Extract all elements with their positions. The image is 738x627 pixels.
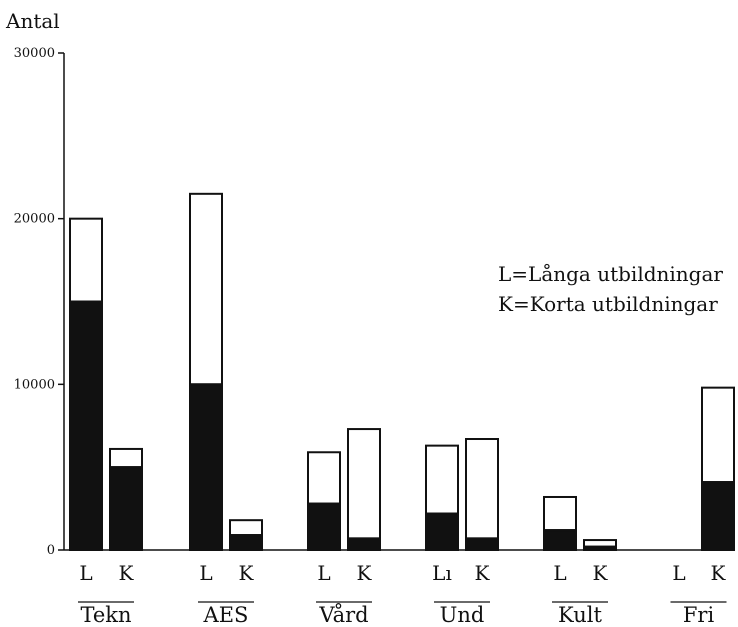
- bars-group: [69, 192, 735, 552]
- bar-vård-k-light-segment: [347, 428, 381, 540]
- group-label-vård: Vård: [318, 603, 368, 627]
- group-label-kult: Kult: [558, 603, 602, 627]
- bar-tekn-l-dark-segment: [69, 300, 103, 551]
- bar-vård-l-dark-segment: [307, 502, 341, 552]
- group-label-fri: Fri: [683, 603, 715, 627]
- y-tick-label: 10000: [14, 377, 55, 392]
- bar-sub-label: K: [711, 561, 727, 585]
- labels-group: L K L K L K Lı K L K L K Tekn AES Vård Und Kult Fri: [78, 561, 727, 627]
- bar-aes-l-light-segment: [189, 192, 223, 386]
- group-label-tekn: Tekn: [80, 603, 131, 627]
- bar-tekn-k-light-segment: [109, 447, 143, 469]
- bar-sub-label: L: [79, 561, 92, 585]
- y-tick-label: 0: [47, 543, 55, 558]
- bar-sub-label: K: [357, 561, 373, 585]
- bar-kult-l-light-segment: [543, 495, 577, 532]
- legend-entry: K=Korta utbildningar: [498, 292, 718, 316]
- bar-aes-l-dark-segment: [189, 383, 223, 552]
- bar-fri-k-dark-segment: [701, 481, 735, 551]
- bar-und-l-light-segment: [425, 444, 459, 515]
- bar-und-k-light-segment: [465, 438, 499, 540]
- bar-aes-k-dark-segment: [229, 534, 263, 552]
- axes-group: 0 10000 20000 30000 Antal: [5, 9, 733, 558]
- group-label-und: Und: [440, 603, 485, 627]
- bar-sub-label: K: [239, 561, 255, 585]
- bar-aes-k-light-segment: [229, 519, 263, 537]
- bar-vård-k-dark-segment: [347, 537, 381, 551]
- bar-sub-label: L: [672, 561, 685, 585]
- bar-kult-l-dark-segment: [543, 529, 577, 551]
- group-label-aes: AES: [203, 603, 249, 627]
- bar-fri-k-light-segment: [701, 386, 735, 484]
- y-tick-label: 20000: [14, 212, 55, 227]
- bar-vård-l-light-segment: [307, 451, 341, 505]
- bar-sub-label: K: [119, 561, 135, 585]
- legend-group: L=Långa utbildningar K=Korta utbildningar: [498, 262, 723, 316]
- y-axis-label: Antal: [5, 9, 60, 33]
- bar-kult-k-dark-segment: [583, 545, 617, 551]
- bar-tekn-l-light-segment: [69, 217, 103, 303]
- bar-sub-label: K: [593, 561, 609, 585]
- legend-entry: L=Långa utbildningar: [498, 262, 723, 286]
- y-tick-label: 30000: [14, 46, 55, 61]
- bar-sub-label: L: [317, 561, 330, 585]
- bar-tekn-k-dark-segment: [109, 466, 143, 551]
- bar-und-l-dark-segment: [425, 512, 459, 552]
- bar-und-k-dark-segment: [465, 537, 499, 551]
- bar-sub-label: L: [199, 561, 212, 585]
- bar-sub-label: Lı: [432, 561, 452, 585]
- bar-sub-label: L: [553, 561, 566, 585]
- bar-sub-label: K: [475, 561, 491, 585]
